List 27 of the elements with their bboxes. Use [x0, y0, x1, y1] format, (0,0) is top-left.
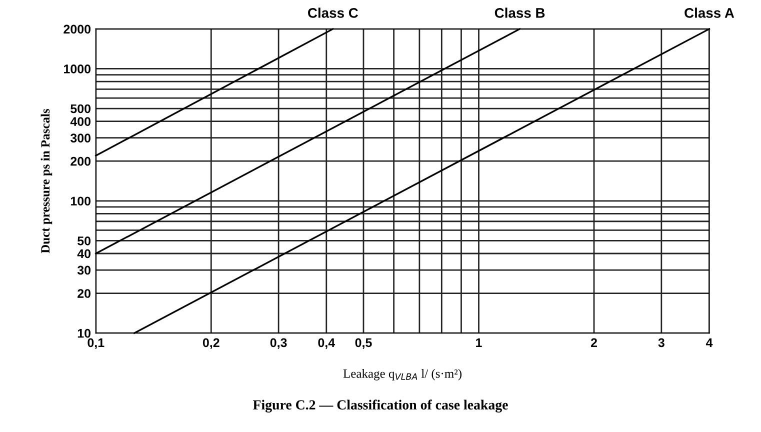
x-tick-label: 1 [476, 338, 482, 347]
series-label: Class B [494, 8, 545, 18]
y-tick-label: 2000 [64, 24, 91, 34]
y-tick-label: 20 [78, 289, 91, 298]
y-tick-label: 400 [70, 117, 91, 126]
x-tick-label: 0,2 [202, 338, 220, 349]
x-tick-label: 0,3 [270, 338, 287, 349]
text: Figure C.2 — Classification of case leakage [252, 400, 508, 413]
series-label: Class A [684, 8, 734, 18]
x-tick-label: 2 [590, 338, 597, 347]
y-tick-label: 10 [78, 328, 91, 338]
y-tick-label: 200 [70, 156, 91, 166]
x-tick-label: 0,1 [88, 338, 104, 349]
x-tick-label: 3 [658, 338, 664, 348]
y-tick-label: 50 [78, 236, 91, 246]
x-axis-title: Leakage q$_{VLBA}$ l/ (s·m²) [343, 369, 462, 380]
y-tick-label: 1000 [64, 64, 91, 74]
x-tick-label: 4 [706, 338, 713, 347]
x-tick-label: 0,5 [355, 338, 372, 349]
y-tick-label: 30 [77, 266, 91, 275]
y-tick-label: 100 [70, 196, 91, 206]
series-label: Class C [308, 8, 358, 18]
y-tick-label: 40 [77, 249, 91, 258]
y-axis-title: Duct pressure ps in Pascals [40, 108, 52, 254]
x-tick-label: 0,4 [318, 338, 336, 349]
y-tick-label: 300 [70, 134, 91, 143]
y-tick-label: 500 [70, 104, 91, 114]
